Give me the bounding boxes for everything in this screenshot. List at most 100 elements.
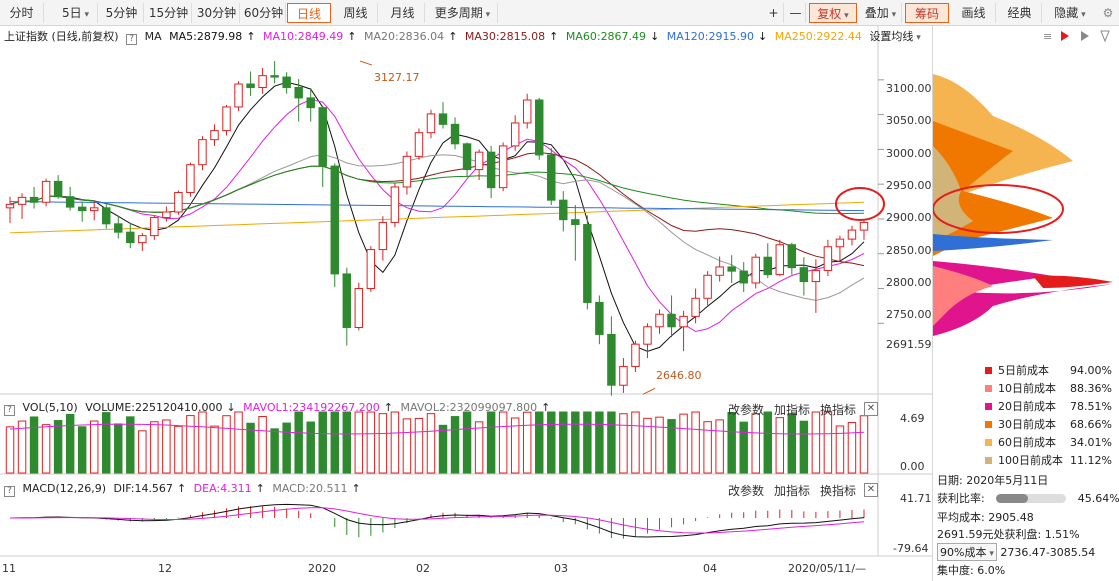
volume-bar [655, 416, 664, 474]
candle [138, 232, 147, 251]
volume-bar [270, 428, 279, 474]
candle [246, 71, 255, 96]
candle [17, 193, 27, 219]
classic-button[interactable]: 经典 [998, 3, 1042, 23]
tab-15min[interactable]: 15分钟 [146, 3, 192, 23]
candle [41, 178, 51, 207]
candle [751, 253, 760, 289]
candle-body [535, 99, 544, 156]
macd-params-button[interactable]: 改参数 [728, 484, 765, 498]
flag-gray-icon[interactable] [1081, 31, 1089, 41]
profit-label: 获利比率: [937, 492, 985, 505]
date-tick: 12 [158, 562, 172, 575]
volume-bar [859, 415, 869, 474]
tab-5day[interactable]: 5日 [54, 3, 98, 23]
candle-body [703, 274, 712, 299]
volume-bar [775, 417, 785, 474]
volume-bar [510, 417, 520, 474]
macd-swap-indicator-button[interactable]: 换指标 [820, 484, 857, 498]
candle-body [691, 297, 700, 317]
candle [811, 259, 821, 313]
candle [559, 191, 568, 232]
volume-bar [402, 418, 412, 474]
dif-value: DIF:14.567 [113, 482, 173, 495]
vol-swap-indicator-button[interactable]: 换指标 [820, 403, 857, 417]
macd-histogram [9, 503, 865, 539]
candle [366, 246, 376, 292]
tab-weekly[interactable]: 周线 [334, 3, 378, 23]
candle-body [763, 256, 772, 276]
range-select[interactable]: 90%成本 [937, 543, 997, 561]
volume-bar [823, 411, 833, 474]
volume-bar [53, 420, 63, 474]
draw-button[interactable]: 画线 [952, 3, 996, 23]
cost-legend-label: 30日前成本 [998, 418, 1056, 431]
adjust-button[interactable]: 复权 [809, 3, 857, 23]
cost-legend-value: 34.01% [1070, 436, 1112, 449]
list-icon[interactable]: ≡ [1043, 30, 1052, 43]
cost-legend-item: 10日前成本 88.36% [985, 380, 1112, 396]
candle [234, 81, 243, 112]
volume-bar [294, 411, 303, 474]
tab-intraday[interactable]: 分时 [0, 3, 44, 23]
vol-params-button[interactable]: 改参数 [728, 403, 765, 417]
flag-icon[interactable] [1061, 31, 1069, 41]
candle-body [114, 223, 123, 233]
volume-bar [547, 411, 556, 474]
candle-body [619, 365, 628, 386]
set-ma-button[interactable]: 设置均线 [869, 30, 920, 43]
high-annotation: 3127.17 [374, 71, 420, 84]
help-icon[interactable]: ? [126, 34, 138, 45]
filter-icon[interactable] [1100, 30, 1110, 43]
macd-value: MACD:20.511 [272, 482, 348, 495]
date-axis: 11 12 2020 02 03 04 2020/05/11/— [2, 562, 866, 575]
tab-daily[interactable]: 日线 [287, 3, 331, 23]
candle-body [342, 273, 352, 328]
zoom-out-button[interactable]: — [786, 3, 806, 23]
help-icon[interactable]: ? [4, 486, 15, 497]
volume-bar [474, 421, 484, 474]
macd-bottom-tick: -79.64 [893, 542, 928, 555]
volume-bar [679, 413, 688, 474]
candle-body [5, 203, 15, 209]
candle-body [547, 154, 556, 201]
help-icon[interactable]: ? [4, 405, 15, 416]
tab-monthly[interactable]: 月线 [381, 3, 425, 23]
candle [667, 295, 676, 338]
gear-icon[interactable]: ⚙ [1102, 6, 1114, 20]
cost-legend-item: 5日前成本 94.00% [985, 362, 1112, 378]
zoom-in-button[interactable]: + [764, 3, 784, 23]
vol-top-tick: 4.69 [900, 412, 925, 425]
candle-body [727, 266, 736, 272]
vol-add-indicator-button[interactable]: 加指标 [774, 403, 811, 417]
candle [595, 295, 604, 345]
macd-add-indicator-button[interactable]: 加指标 [774, 484, 811, 498]
volume-bar [198, 411, 207, 474]
volume-bar [258, 416, 267, 474]
volume-bar [378, 413, 388, 474]
candle [186, 162, 195, 197]
candle-body [53, 180, 63, 198]
cost-legend-label: 10日前成本 [998, 382, 1056, 395]
overlay-button[interactable]: 叠加 [860, 3, 902, 23]
cost-legend-label: 100日前成本 [998, 454, 1063, 467]
candle [583, 215, 592, 310]
candle-body [378, 221, 388, 251]
candle [89, 200, 99, 221]
vol-close-icon[interactable]: ✕ [864, 402, 878, 416]
candle [498, 142, 508, 192]
candle-body [715, 266, 724, 276]
tab-30min[interactable]: 30分钟 [194, 3, 240, 23]
tab-60min[interactable]: 60分钟 [242, 3, 286, 23]
hide-button[interactable]: 隐藏 [1045, 3, 1095, 23]
candle [691, 288, 700, 324]
tab-5min[interactable]: 5分钟 [100, 3, 144, 23]
candle [198, 136, 207, 171]
macd-close-icon[interactable]: ✕ [864, 483, 878, 497]
candle-body [210, 130, 219, 141]
volume-bar [65, 413, 75, 474]
candle [462, 142, 472, 178]
tab-more-periods[interactable]: 更多周期 [428, 3, 498, 23]
candle-body [77, 206, 87, 212]
chips-button[interactable]: 筹码 [905, 3, 949, 23]
